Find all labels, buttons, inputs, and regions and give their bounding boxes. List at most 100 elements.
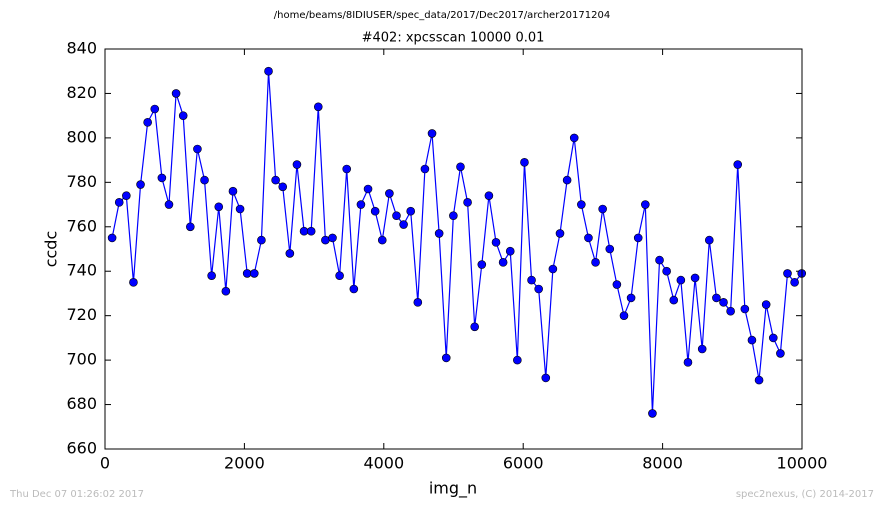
data-point [292,160,302,169]
data-point [278,182,288,192]
data-point [114,198,124,207]
data-point [349,284,359,294]
data-point [548,264,558,274]
data-point [200,175,209,185]
data-point [456,162,465,172]
data-point [697,344,707,354]
data-point [178,111,188,120]
data-point [690,273,700,283]
data-point [505,246,515,256]
data-point [441,353,451,363]
data-point [527,275,536,285]
data-point [541,373,551,383]
data-point [534,284,543,294]
data-point [584,233,593,243]
data-point [577,200,586,209]
data-point [420,164,430,174]
data-point [491,238,501,247]
data-point [648,409,657,418]
data-point [498,258,508,267]
y-tick-label: 700 [66,350,97,369]
data-point [399,220,408,229]
data-point [463,198,472,207]
data-point [370,206,380,216]
data-point [513,355,522,365]
data-point [363,184,373,194]
data-point [740,304,750,314]
data-point [520,158,529,167]
data-point [612,280,622,289]
y-tick-label: 840 [66,39,97,58]
data-point [712,293,721,303]
data-point [683,358,693,367]
data-point [747,335,757,345]
data-point [335,271,344,280]
data-point [413,298,423,307]
data-point [783,269,792,278]
y-tick-label: 680 [66,394,97,413]
data-point [122,191,131,200]
data-point [221,286,231,296]
data-point [484,191,494,200]
y-tick-label: 820 [66,83,97,102]
data-point [434,229,444,238]
data-point [641,200,650,209]
data-point [669,295,679,305]
plot-frame [104,48,803,450]
data-point [733,160,743,169]
data-point [264,66,273,76]
data-point [562,175,572,185]
footer-credit: spec2nexus, (C) 2014-2017 [736,489,874,500]
x-tick-label: 4000 [363,454,404,473]
data-point [392,211,401,220]
data-point [321,235,330,245]
data-point [619,311,629,320]
x-axis-label: img_n [429,479,477,499]
data-point [761,300,771,309]
data-point [598,204,607,214]
data-point [207,271,216,280]
data-point [150,104,160,114]
y-tick-label: 740 [66,261,97,280]
file-path: /home/beams/8IDIUSER/spec_data/2017/Dec2… [274,10,610,21]
data-point [676,275,686,285]
data-point [299,226,309,236]
data-point [633,233,643,243]
y-tick-label: 760 [66,216,97,235]
y-tick-label: 800 [66,127,97,146]
data-point [591,258,600,267]
data-point [356,200,366,209]
data-point [171,89,181,98]
data-point [726,306,735,316]
data-point [242,269,252,278]
x-tick-label: 10000 [777,454,828,473]
data-point [214,202,224,212]
data-point [626,293,636,303]
data-point [655,255,664,265]
data-point [377,235,387,245]
data-point [186,222,195,232]
footer-date: Thu Dec 07 01:26:02 2017 [9,489,144,500]
data-point [129,278,138,287]
data-point [313,102,323,112]
data-point [285,249,295,258]
x-tick-label: 6000 [503,454,544,473]
data-point [235,204,245,214]
data-point [555,229,565,238]
data-point [271,175,280,185]
data-point [328,233,337,243]
data-point [406,206,416,216]
data-point [605,244,615,254]
data-point [164,200,174,209]
data-point [449,211,458,220]
data-point [157,173,167,183]
data-point [776,349,785,358]
data-point [385,189,394,198]
data-point [719,298,728,307]
y-axis-label: ccdc [42,231,61,268]
x-tick-label: 0 [100,454,110,473]
y-tick-label: 720 [66,305,97,324]
data-point [228,186,238,196]
data-point [107,233,117,243]
